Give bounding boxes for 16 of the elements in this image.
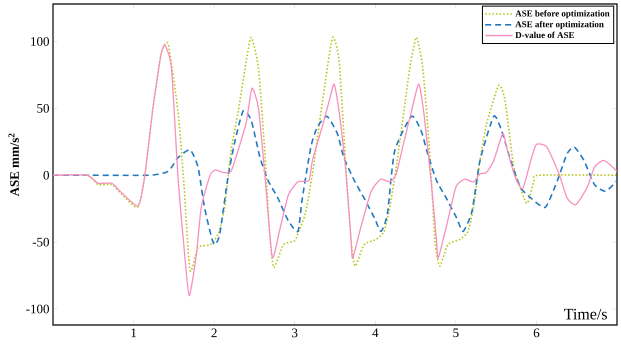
x-axis-title: Time/s: [564, 308, 607, 320]
text: ASE mm/s$^{2}$: [8, 134, 19, 196]
legend-label: ASE before optimization: [515, 10, 610, 18]
y-tick-label: 50: [37, 104, 49, 113]
legend-label: ASE after optimization: [515, 20, 604, 30]
x-tick-label: 5: [453, 328, 459, 338]
x-tick-label: 2: [211, 328, 217, 338]
x-tick-label: 4: [372, 328, 378, 338]
x-tick-label: 3: [292, 328, 298, 338]
y-tick-label: 100: [31, 37, 49, 46]
y-tick-label: 0: [44, 170, 49, 180]
x-tick-label: 1: [131, 328, 136, 338]
x-tick-label: 6: [534, 328, 540, 338]
y-tick-label: -100: [26, 304, 49, 314]
legend-label: D-value of ASE: [515, 32, 574, 38]
y-tick-label: -50: [32, 238, 49, 246]
